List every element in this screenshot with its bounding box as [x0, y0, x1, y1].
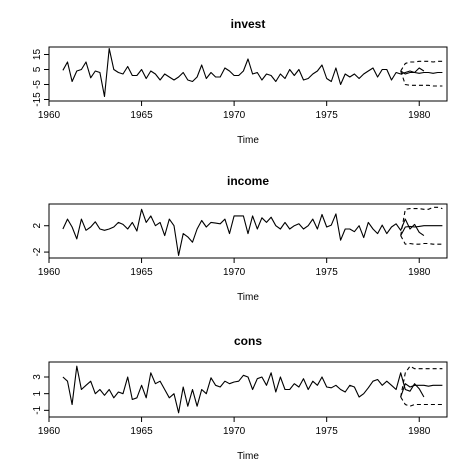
x-tick-label: 1960 [38, 110, 61, 121]
panel-title: cons [234, 334, 262, 348]
x-tick-label: 1970 [223, 267, 246, 278]
y-tick-label: 1 [32, 390, 43, 396]
upper-bound-line [400, 365, 443, 398]
y-tick-label: 5 [32, 66, 43, 72]
observed-line [62, 47, 425, 98]
x-tick-label: 1980 [408, 426, 431, 437]
y-tick-label: 15 [32, 49, 43, 61]
lower-bound-line [400, 70, 443, 87]
x-axis-label: Time [237, 292, 259, 303]
x-tick-label: 1965 [130, 110, 153, 121]
x-axis-label: Time [237, 135, 259, 146]
y-tick-label: -2 [32, 247, 43, 256]
forecast-line [400, 383, 443, 398]
x-tick-label: 1965 [130, 426, 153, 437]
y-tick-label: -15 [32, 92, 43, 107]
forecast-line [400, 225, 443, 236]
y-tick-label: 2 [32, 223, 43, 229]
observed-line [62, 208, 425, 256]
plot-frame [48, 361, 448, 418]
plot-frame [48, 46, 448, 102]
x-tick-label: 1975 [316, 267, 339, 278]
x-tick-label: 1960 [38, 426, 61, 437]
panel-1: income 1960 1965 1970 1975 1980 -2 2 Time [32, 174, 448, 303]
y-tick-label: -1 [32, 405, 43, 414]
x-tick-label: 1975 [316, 110, 339, 121]
x-tick-label: 1980 [408, 110, 431, 121]
x-tick-label: 1960 [38, 267, 61, 278]
panel-2: cons 1960 1965 1970 1975 1980 -1 1 3 Time [32, 334, 448, 462]
panel-title: income [227, 174, 269, 188]
x-tick-label: 1965 [130, 267, 153, 278]
x-tick-label: 1975 [316, 426, 339, 437]
y-tick-label: -5 [32, 80, 43, 89]
plot-frame [48, 203, 448, 259]
y-tick-label: 3 [32, 374, 43, 380]
panel-title: invest [231, 17, 266, 31]
forecast-line [400, 70, 443, 75]
x-tick-label: 1970 [223, 110, 246, 121]
x-tick-label: 1980 [408, 267, 431, 278]
observed-line [62, 365, 425, 414]
x-tick-label: 1970 [223, 426, 246, 437]
x-axis-label: Time [237, 451, 259, 462]
panel-0: invest 1960 1965 1970 1975 1980 -15 -5 5 15 Time [32, 17, 448, 146]
upper-bound-line [400, 206, 443, 236]
